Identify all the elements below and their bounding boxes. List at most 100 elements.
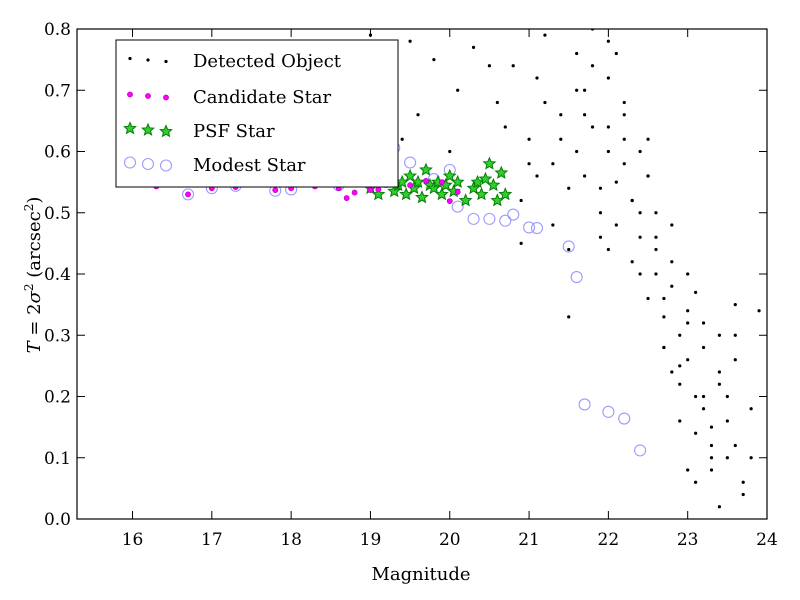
- detected-object-point: [638, 235, 642, 239]
- detected-object-point: [701, 321, 706, 325]
- y-tick-label: 0.0: [44, 510, 71, 530]
- detected-object-point: [733, 358, 737, 362]
- y-tick-label: 0.3: [44, 326, 71, 346]
- detected-object-point: [725, 394, 729, 399]
- detected-object-point: [598, 211, 603, 215]
- detected-object-point: [606, 149, 610, 154]
- detected-object-point: [717, 333, 722, 337]
- detected-object-point: [638, 149, 642, 154]
- detected-object-point: [598, 235, 603, 239]
- candidate-star-point: [367, 187, 374, 193]
- detected-object-point: [717, 382, 722, 386]
- detected-object-point: [559, 113, 563, 117]
- y-axis: 0.0 0.1 0.2 0.3 0.4 0.5 0.6 0.7 0.8: [44, 20, 767, 530]
- detected-object-point: [598, 186, 603, 190]
- detected-object-point: [551, 162, 555, 166]
- legend-label: Candidate Star: [193, 87, 332, 108]
- detected-object-point: [575, 51, 579, 56]
- psf-star-point: [415, 190, 429, 204]
- detected-object-point: [686, 272, 690, 276]
- psf-star-point: [482, 156, 497, 170]
- legend-marker: [141, 157, 155, 171]
- detected-object-point: [614, 51, 618, 56]
- candidate-star-point: [454, 189, 461, 195]
- psf-star-point: [371, 187, 386, 201]
- modest-star-point: [483, 212, 496, 225]
- x-tick-label: 21: [518, 530, 540, 550]
- detected-object-point: [749, 456, 753, 460]
- detected-object-point: [606, 39, 610, 43]
- detected-object-point: [662, 315, 666, 319]
- modest-star-point: [523, 221, 536, 234]
- detected-object-point: [678, 382, 682, 386]
- detected-object-point: [701, 345, 706, 350]
- detected-object-point: [630, 260, 634, 264]
- detected-object-point: [701, 407, 706, 411]
- detected-object-point: [654, 235, 658, 239]
- detected-object-point: [511, 64, 515, 68]
- detected-object-point: [471, 45, 476, 49]
- detected-object-point: [717, 370, 722, 374]
- series-modest-star: [118, 141, 647, 457]
- modest-star-point: [467, 212, 480, 225]
- detected-object-point: [646, 296, 650, 301]
- detected-object-point: [757, 309, 761, 313]
- y-tick-label: 0.2: [44, 388, 71, 408]
- detected-object-point: [582, 88, 587, 92]
- detected-object-point: [678, 333, 682, 337]
- candidate-star-point: [423, 177, 429, 184]
- psf-star-point: [434, 187, 449, 201]
- x-axis: 16 17 18 19 20 21 22 23 24: [122, 29, 778, 550]
- detected-object-point: [646, 137, 650, 141]
- y-axis-label: T = 2σ2 (arcsec2): [22, 197, 45, 354]
- candidate-star-point: [351, 189, 358, 196]
- legend-marker: [159, 124, 173, 138]
- detected-object-point: [495, 100, 499, 105]
- x-tick-label: 19: [360, 530, 382, 550]
- legend-marker: [128, 56, 132, 61]
- detected-object-point: [503, 125, 507, 129]
- detected-object-point: [678, 364, 682, 368]
- candidate-star-point: [185, 191, 191, 198]
- detected-object-point: [733, 333, 737, 337]
- modest-star-point: [181, 188, 195, 201]
- detected-object-point: [709, 468, 714, 472]
- legend-label: PSF Star: [193, 121, 275, 142]
- detected-object-point: [487, 64, 492, 68]
- detected-object-point: [606, 125, 610, 129]
- x-tick-label: 23: [677, 530, 699, 550]
- legend-marker: [146, 58, 150, 62]
- detected-object-point: [622, 137, 626, 141]
- detected-object-point: [741, 492, 745, 497]
- detected-object-point: [551, 223, 555, 227]
- detected-object-point: [543, 100, 547, 105]
- legend-label: Detected Object: [193, 51, 342, 72]
- detected-object-point: [725, 456, 729, 460]
- psf-star-point: [442, 168, 457, 182]
- detected-object-point: [622, 113, 626, 117]
- detected-object-point: [701, 394, 706, 399]
- detected-object-point: [622, 100, 626, 105]
- x-tick-label: 22: [598, 530, 620, 550]
- detected-object-point: [575, 149, 579, 154]
- x-tick-label: 17: [201, 530, 223, 550]
- detected-object-point: [527, 162, 531, 166]
- legend: Detected Object Candidate Star PSF Star Mod…: [115, 39, 399, 188]
- modest-star-point: [507, 208, 520, 221]
- series-detected-object: [368, 29, 761, 509]
- legend-marker: [145, 93, 151, 99]
- detected-object-point: [686, 309, 690, 313]
- detected-object-point: [709, 456, 714, 460]
- modest-star-point: [530, 222, 544, 235]
- psf-star-point: [419, 162, 433, 176]
- legend-marker: [164, 59, 168, 64]
- y-tick-label: 0.8: [44, 20, 71, 40]
- detected-object-point: [694, 394, 698, 399]
- psf-star-point: [494, 165, 509, 179]
- detected-object-point: [733, 443, 737, 448]
- modest-star-point: [451, 200, 464, 213]
- x-tick-label: 24: [756, 530, 778, 550]
- detected-object-point: [535, 76, 539, 80]
- detected-object-point: [543, 33, 547, 37]
- detected-object-point: [686, 468, 690, 472]
